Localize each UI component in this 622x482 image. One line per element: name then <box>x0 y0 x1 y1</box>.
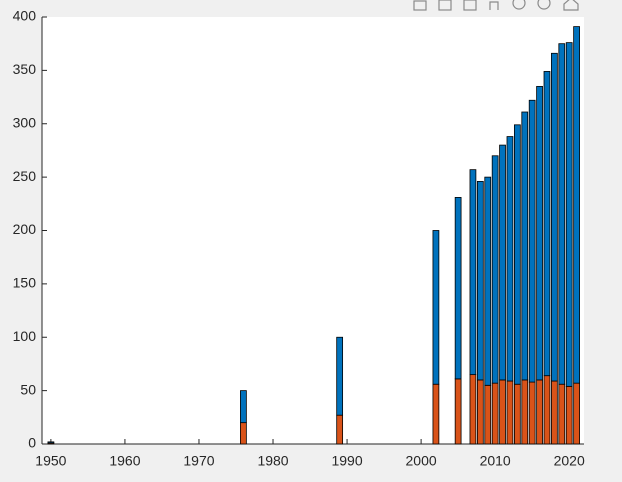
bar-segment <box>513 124 521 385</box>
x-tick-label: 1950 <box>35 453 66 469</box>
bar-segment <box>454 197 462 380</box>
bar-segment <box>536 379 543 445</box>
x-tick-label: 1980 <box>257 453 288 469</box>
toolbar-button[interactable] <box>489 1 499 10</box>
bar-segment <box>476 180 484 381</box>
x-tick-label: 2000 <box>406 453 437 469</box>
bar-segment <box>536 85 543 381</box>
bar-segment <box>573 26 580 384</box>
bar-segment <box>469 374 477 445</box>
bar-segment <box>551 52 558 382</box>
y-tick-label: 50 <box>20 381 36 397</box>
bar-segment <box>336 414 344 445</box>
bar-segment <box>240 422 247 445</box>
bar-segment <box>484 176 492 386</box>
bar-segment <box>432 383 440 445</box>
bar-segment <box>521 379 529 445</box>
bar-segment <box>565 385 573 445</box>
bar-segment <box>528 99 536 383</box>
bar-segment <box>336 336 344 416</box>
x-tick-label: 1990 <box>331 453 362 469</box>
bar-segment <box>240 390 247 424</box>
y-tick-label: 100 <box>13 328 37 344</box>
y-tick-label: 250 <box>13 168 37 184</box>
toolbar-button[interactable] <box>537 0 551 10</box>
y-tick-label: 150 <box>13 275 37 291</box>
bar-segment <box>543 71 551 377</box>
y-tick-label: 300 <box>13 114 37 130</box>
bar-segment <box>521 111 529 381</box>
y-tick-label: 350 <box>13 61 37 77</box>
x-tick-label: 1960 <box>109 453 140 469</box>
y-tick-label: 400 <box>13 8 37 24</box>
bar-segment <box>491 155 499 384</box>
y-tick-label: 0 <box>28 435 36 451</box>
bar-segment <box>506 136 514 382</box>
bar-segment <box>432 230 440 385</box>
bar-segment <box>491 382 499 445</box>
bar-segment <box>499 144 506 381</box>
bar-segment <box>573 382 580 445</box>
x-tick-label: 2010 <box>480 453 511 469</box>
bar-segment <box>513 383 521 445</box>
toolbar <box>413 0 579 11</box>
toolbar-button[interactable] <box>463 0 477 11</box>
x-tick-label: 2020 <box>554 453 585 469</box>
bar-segment <box>543 375 551 445</box>
bar-segment <box>558 43 566 385</box>
bar-segment <box>47 441 55 444</box>
bar-segment <box>469 169 477 376</box>
y-tick-label: 200 <box>13 221 37 237</box>
bar-segment <box>499 379 506 445</box>
toolbar-button[interactable] <box>413 0 427 11</box>
bar-segment <box>565 42 573 387</box>
toolbar-button[interactable] <box>563 0 579 11</box>
bar-segment <box>558 383 566 445</box>
bar-segment <box>484 384 492 445</box>
bar-segment <box>506 380 514 445</box>
bar-segment <box>551 380 558 445</box>
bar-segment <box>528 381 536 445</box>
bar-segment <box>454 378 462 445</box>
x-tick-label: 1970 <box>183 453 214 469</box>
toolbar-button[interactable] <box>438 0 452 11</box>
bar-segment <box>476 379 484 445</box>
toolbar-button[interactable] <box>512 0 526 10</box>
